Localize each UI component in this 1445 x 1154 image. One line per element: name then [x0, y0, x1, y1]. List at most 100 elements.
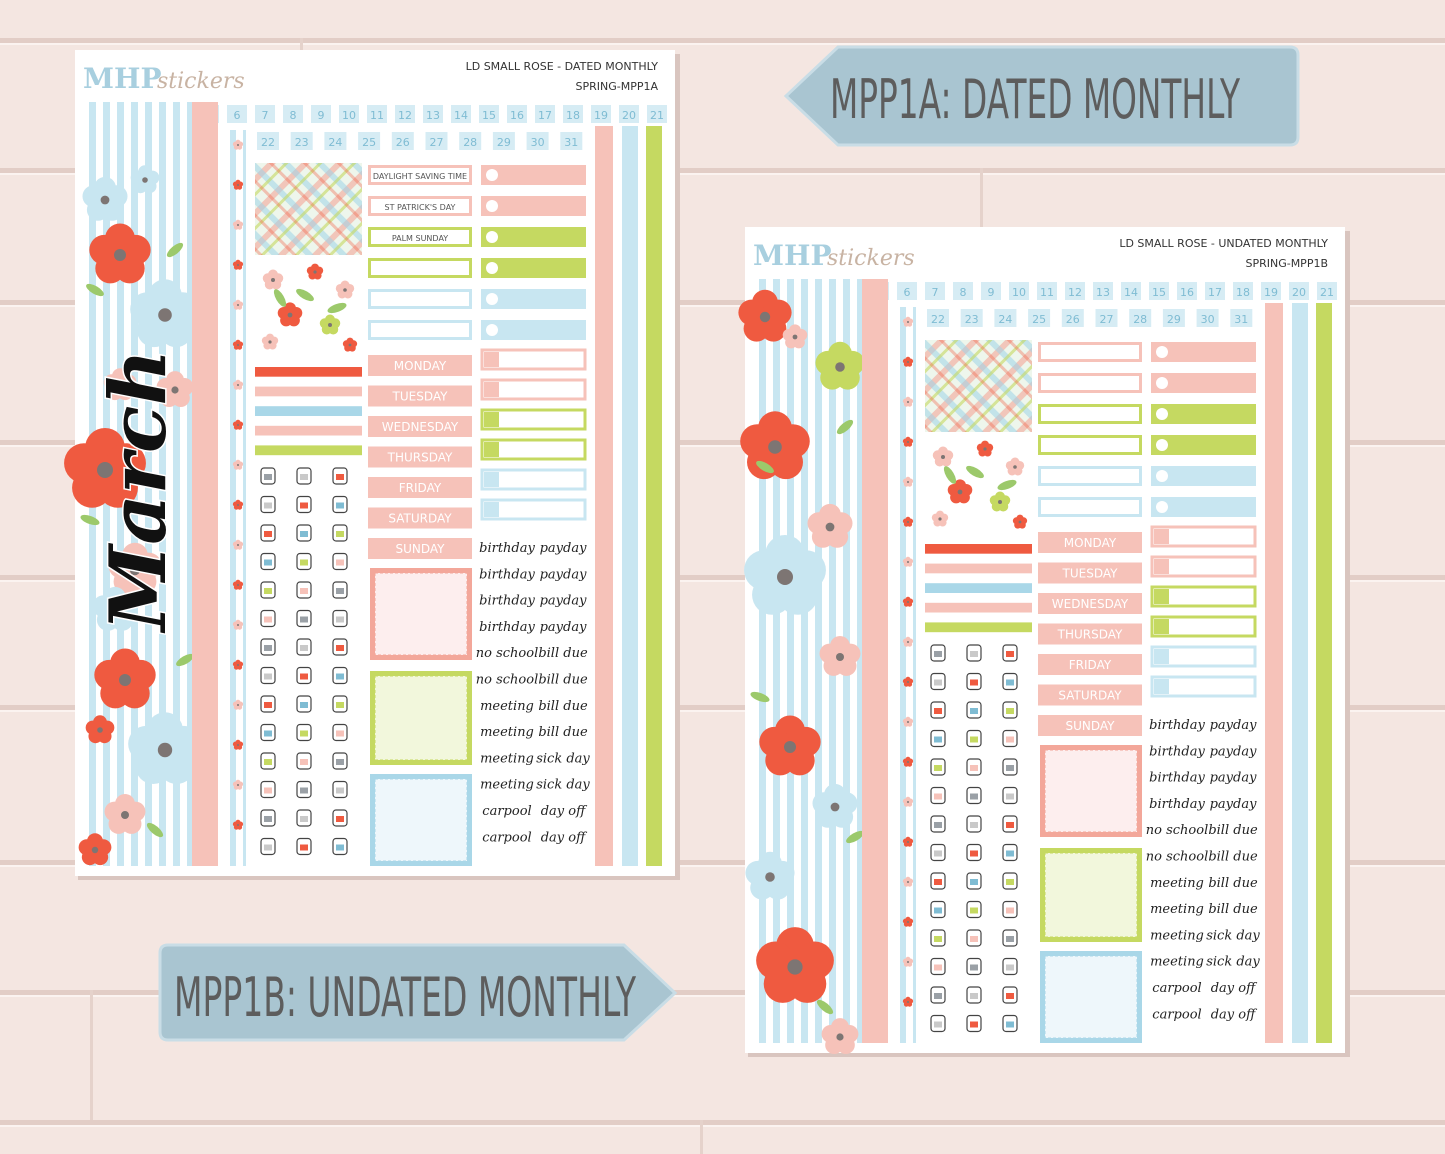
flower — [319, 314, 341, 335]
icon-accent — [264, 474, 272, 480]
leaf — [176, 653, 194, 667]
date-box — [1317, 282, 1337, 300]
floral-strip — [738, 279, 865, 1055]
date-box — [1037, 282, 1057, 300]
icon-accent — [970, 708, 978, 714]
check-square — [484, 382, 499, 397]
flower — [232, 499, 244, 510]
blue-strip — [1292, 303, 1308, 1043]
weekday-label: SUNDAY — [395, 542, 445, 556]
weekday-label: MONDAY — [1064, 536, 1117, 550]
flower — [932, 446, 954, 467]
icon — [260, 752, 276, 770]
event-label: PALM SUNDAY — [392, 234, 448, 243]
word-sticker: bill due — [538, 699, 588, 714]
flower — [130, 279, 200, 348]
icon — [1002, 986, 1018, 1004]
checklist-box — [1151, 373, 1256, 393]
petal — [335, 283, 345, 293]
flower-center — [114, 249, 126, 261]
flower — [232, 659, 244, 670]
stripe-band — [925, 612, 1032, 623]
flower — [232, 219, 244, 230]
flower — [976, 440, 994, 457]
date-number: 19 — [1264, 286, 1278, 299]
floral-strip — [64, 102, 202, 866]
date-number: 30 — [1201, 313, 1215, 326]
date-box — [1121, 282, 1141, 300]
icon-accent — [970, 822, 978, 828]
petal — [232, 821, 238, 827]
flower — [819, 636, 861, 676]
icon-accent — [1006, 708, 1014, 714]
flower-center — [907, 841, 909, 843]
flower-center — [787, 959, 803, 975]
flower-center — [907, 561, 909, 563]
flower-center — [907, 601, 909, 603]
flower-center — [907, 881, 909, 883]
date-box — [1061, 309, 1084, 327]
flower-center — [237, 424, 239, 426]
date-number: 26 — [396, 136, 410, 149]
brand-script: stickers — [827, 246, 915, 271]
weekday-box — [1038, 715, 1142, 736]
date-number: 13 — [426, 109, 440, 122]
plank-joint — [90, 990, 93, 1120]
date-box — [591, 105, 611, 123]
date-box — [283, 105, 303, 123]
petal — [738, 299, 765, 326]
date-box — [1289, 282, 1309, 300]
flower — [902, 356, 914, 367]
check-circle — [486, 200, 498, 212]
flower-center — [237, 264, 239, 266]
date-box — [257, 132, 279, 150]
date-number: 22 — [261, 136, 275, 149]
icon — [1002, 701, 1018, 719]
flower-center — [237, 464, 239, 466]
stripe-band — [255, 416, 362, 426]
icon-accent — [300, 645, 308, 651]
icon — [1002, 672, 1018, 691]
flower — [85, 715, 115, 744]
icon — [930, 872, 946, 890]
petal — [902, 878, 908, 884]
icon — [296, 524, 312, 542]
date-number: 18 — [1236, 286, 1250, 299]
flower-center — [237, 824, 239, 826]
weekday-box — [1038, 623, 1142, 645]
flower — [232, 739, 244, 750]
flower-center — [237, 544, 239, 546]
petal — [902, 558, 908, 564]
flower-center — [1013, 465, 1017, 469]
icon-accent — [300, 531, 308, 537]
word-sticker: carpool — [1152, 1007, 1201, 1022]
date-number: 13 — [1096, 286, 1110, 299]
date-box — [367, 105, 387, 123]
weekday-box — [1038, 562, 1142, 584]
flower-center — [907, 721, 909, 723]
icon-accent — [264, 502, 272, 509]
date-box — [479, 105, 499, 123]
flower — [232, 299, 244, 310]
icon-accent — [1006, 936, 1014, 942]
date-number: 8 — [960, 286, 967, 299]
icon — [930, 786, 946, 805]
flower — [232, 779, 244, 790]
plank-joint — [700, 1120, 703, 1154]
stripe-band — [255, 376, 362, 387]
petal — [989, 495, 1000, 506]
event-label: DAYLIGHT SAVING TIME — [373, 172, 467, 181]
petal — [902, 998, 908, 1004]
word-sticker: carpool — [482, 830, 531, 845]
icon — [966, 815, 982, 833]
icon-accent — [970, 679, 978, 686]
icon-accent — [336, 759, 344, 765]
icon-accent — [970, 993, 978, 999]
word-sticker: meeting — [1150, 928, 1204, 943]
icon — [296, 495, 312, 514]
petal — [1005, 460, 1015, 470]
word-sticker: birthday — [479, 620, 535, 635]
flower — [738, 289, 792, 342]
petal — [232, 141, 238, 147]
